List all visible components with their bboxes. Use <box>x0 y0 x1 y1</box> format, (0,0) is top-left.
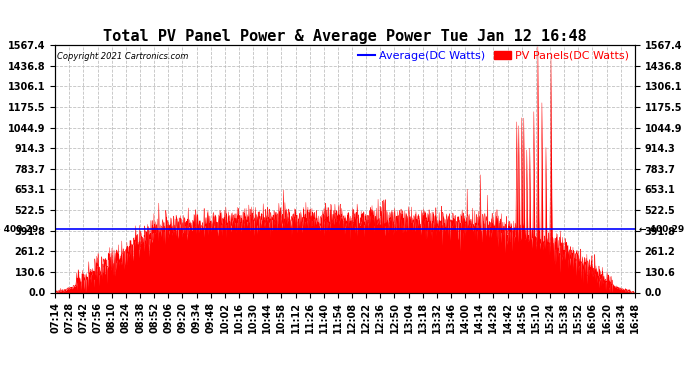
Text: Copyright 2021 Cartronics.com: Copyright 2021 Cartronics.com <box>57 53 188 62</box>
Text: → 400.29: → 400.29 <box>0 225 38 234</box>
Text: ← 400.29: ← 400.29 <box>639 225 684 234</box>
Title: Total PV Panel Power & Average Power Tue Jan 12 16:48: Total PV Panel Power & Average Power Tue… <box>104 29 586 44</box>
Legend: Average(DC Watts), PV Panels(DC Watts): Average(DC Watts), PV Panels(DC Watts) <box>358 51 629 60</box>
